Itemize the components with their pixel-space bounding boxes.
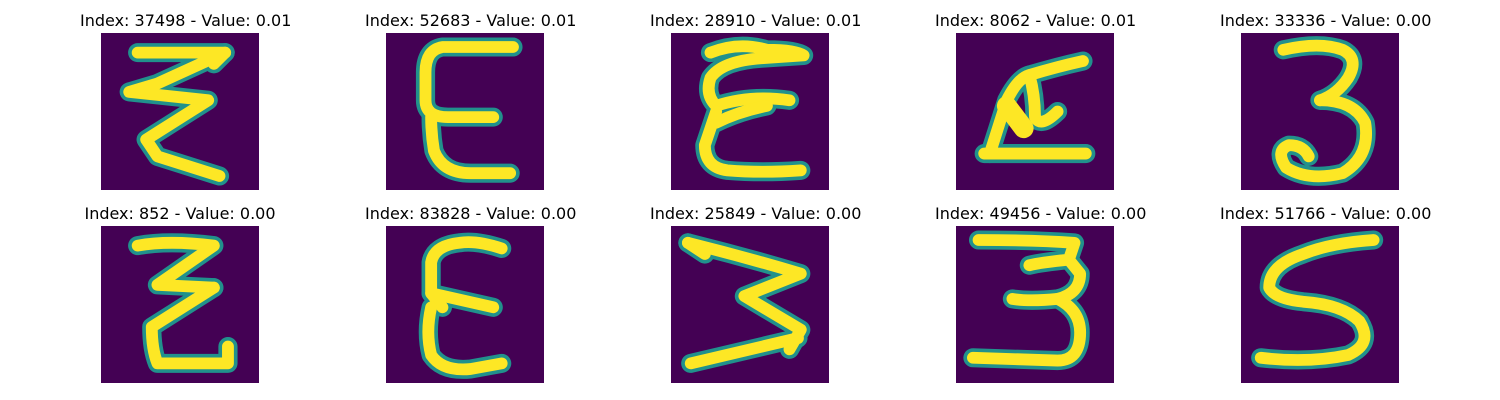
panel-title: Index: 51766 - Value: 0.00 bbox=[1220, 204, 1432, 223]
digit-image bbox=[101, 226, 259, 383]
digit-image bbox=[1241, 33, 1399, 190]
panel-title: Index: 25849 - Value: 0.00 bbox=[650, 204, 862, 223]
digit-image bbox=[1241, 226, 1399, 383]
panel-title: Index: 83828 - Value: 0.00 bbox=[365, 204, 577, 223]
digit-image bbox=[386, 33, 544, 190]
digit-image bbox=[386, 226, 544, 383]
digit-image bbox=[671, 226, 829, 383]
panel-title: Index: 852 - Value: 0.00 bbox=[84, 204, 276, 223]
digit-image bbox=[956, 226, 1114, 383]
panel-title: Index: 52683 - Value: 0.01 bbox=[365, 11, 577, 30]
panel-title: Index: 8062 - Value: 0.01 bbox=[935, 11, 1137, 30]
panel-title: Index: 37498 - Value: 0.01 bbox=[80, 11, 292, 30]
digit-image bbox=[671, 33, 829, 190]
panel-title: Index: 33336 - Value: 0.00 bbox=[1220, 11, 1432, 30]
panel-title: Index: 28910 - Value: 0.01 bbox=[650, 11, 862, 30]
panel-title: Index: 49456 - Value: 0.00 bbox=[935, 204, 1147, 223]
digit-image bbox=[956, 33, 1114, 190]
digit-image bbox=[101, 33, 259, 190]
